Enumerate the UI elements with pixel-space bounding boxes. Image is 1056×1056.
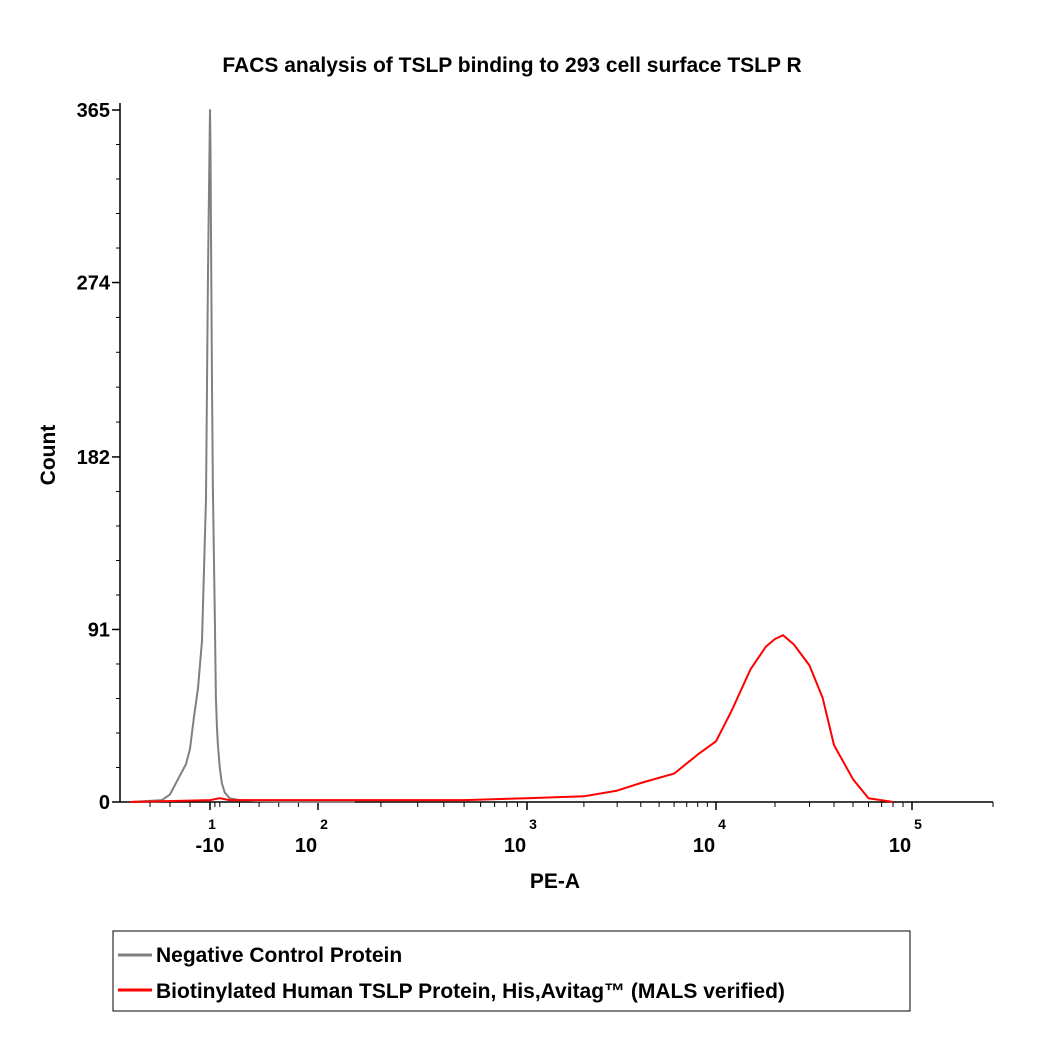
- chart-title: FACS analysis of TSLP binding to 293 cel…: [222, 54, 801, 77]
- legend-box: [112, 930, 911, 1012]
- y-axis-ticks: 0 91 182 274 365: [77, 100, 120, 814]
- y-tick-label: 274: [77, 273, 111, 295]
- legend-label-biotinylated-tslp: Biotinylated Human TSLP Protein, His,Avi…: [156, 980, 785, 1003]
- y-tick-label: 0: [99, 792, 110, 814]
- legend: Negative Control Protein Biotinylated Hu…: [112, 930, 911, 1012]
- x-tick-exponent: 2: [320, 816, 328, 832]
- x-tick-label: 10: [504, 835, 526, 857]
- y-tick-label: 182: [77, 447, 110, 469]
- y-tick-label: 91: [88, 619, 110, 641]
- legend-label-negative-control: Negative Control Protein: [156, 944, 402, 967]
- x-tick-label: 10: [889, 835, 911, 857]
- series-line-negative-control: [129, 109, 355, 803]
- y-axis-label: Count: [37, 425, 60, 486]
- y-tick-label: 365: [77, 100, 110, 122]
- x-tick-exponent: 5: [914, 816, 922, 832]
- x-tick-exponent: 4: [718, 816, 726, 832]
- x-axis-label: PE-A: [530, 870, 580, 893]
- series-layer: [129, 109, 894, 803]
- series-line-biotinylated-tslp: [129, 634, 894, 803]
- x-tick-label: -10: [196, 835, 225, 857]
- x-tick-label: 10: [693, 835, 715, 857]
- x-tick-label: 10: [295, 835, 317, 857]
- x-tick-exponent: 3: [529, 816, 537, 832]
- x-tick-exponent: 1: [208, 816, 216, 832]
